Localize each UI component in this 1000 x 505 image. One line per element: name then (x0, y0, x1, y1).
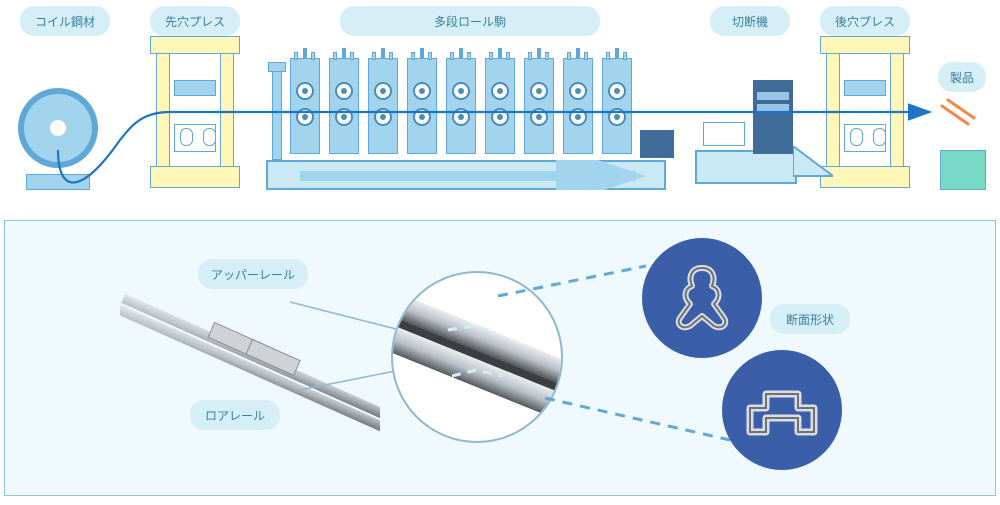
dashed-callouts (0, 0, 1000, 505)
diagram-stage: コイル鋼材先穴プレス多段ロール駒切断機後穴プレス製品アッパーレールロアレール断面… (0, 0, 1000, 500)
section-upper (642, 238, 762, 358)
section-lower (722, 350, 842, 470)
